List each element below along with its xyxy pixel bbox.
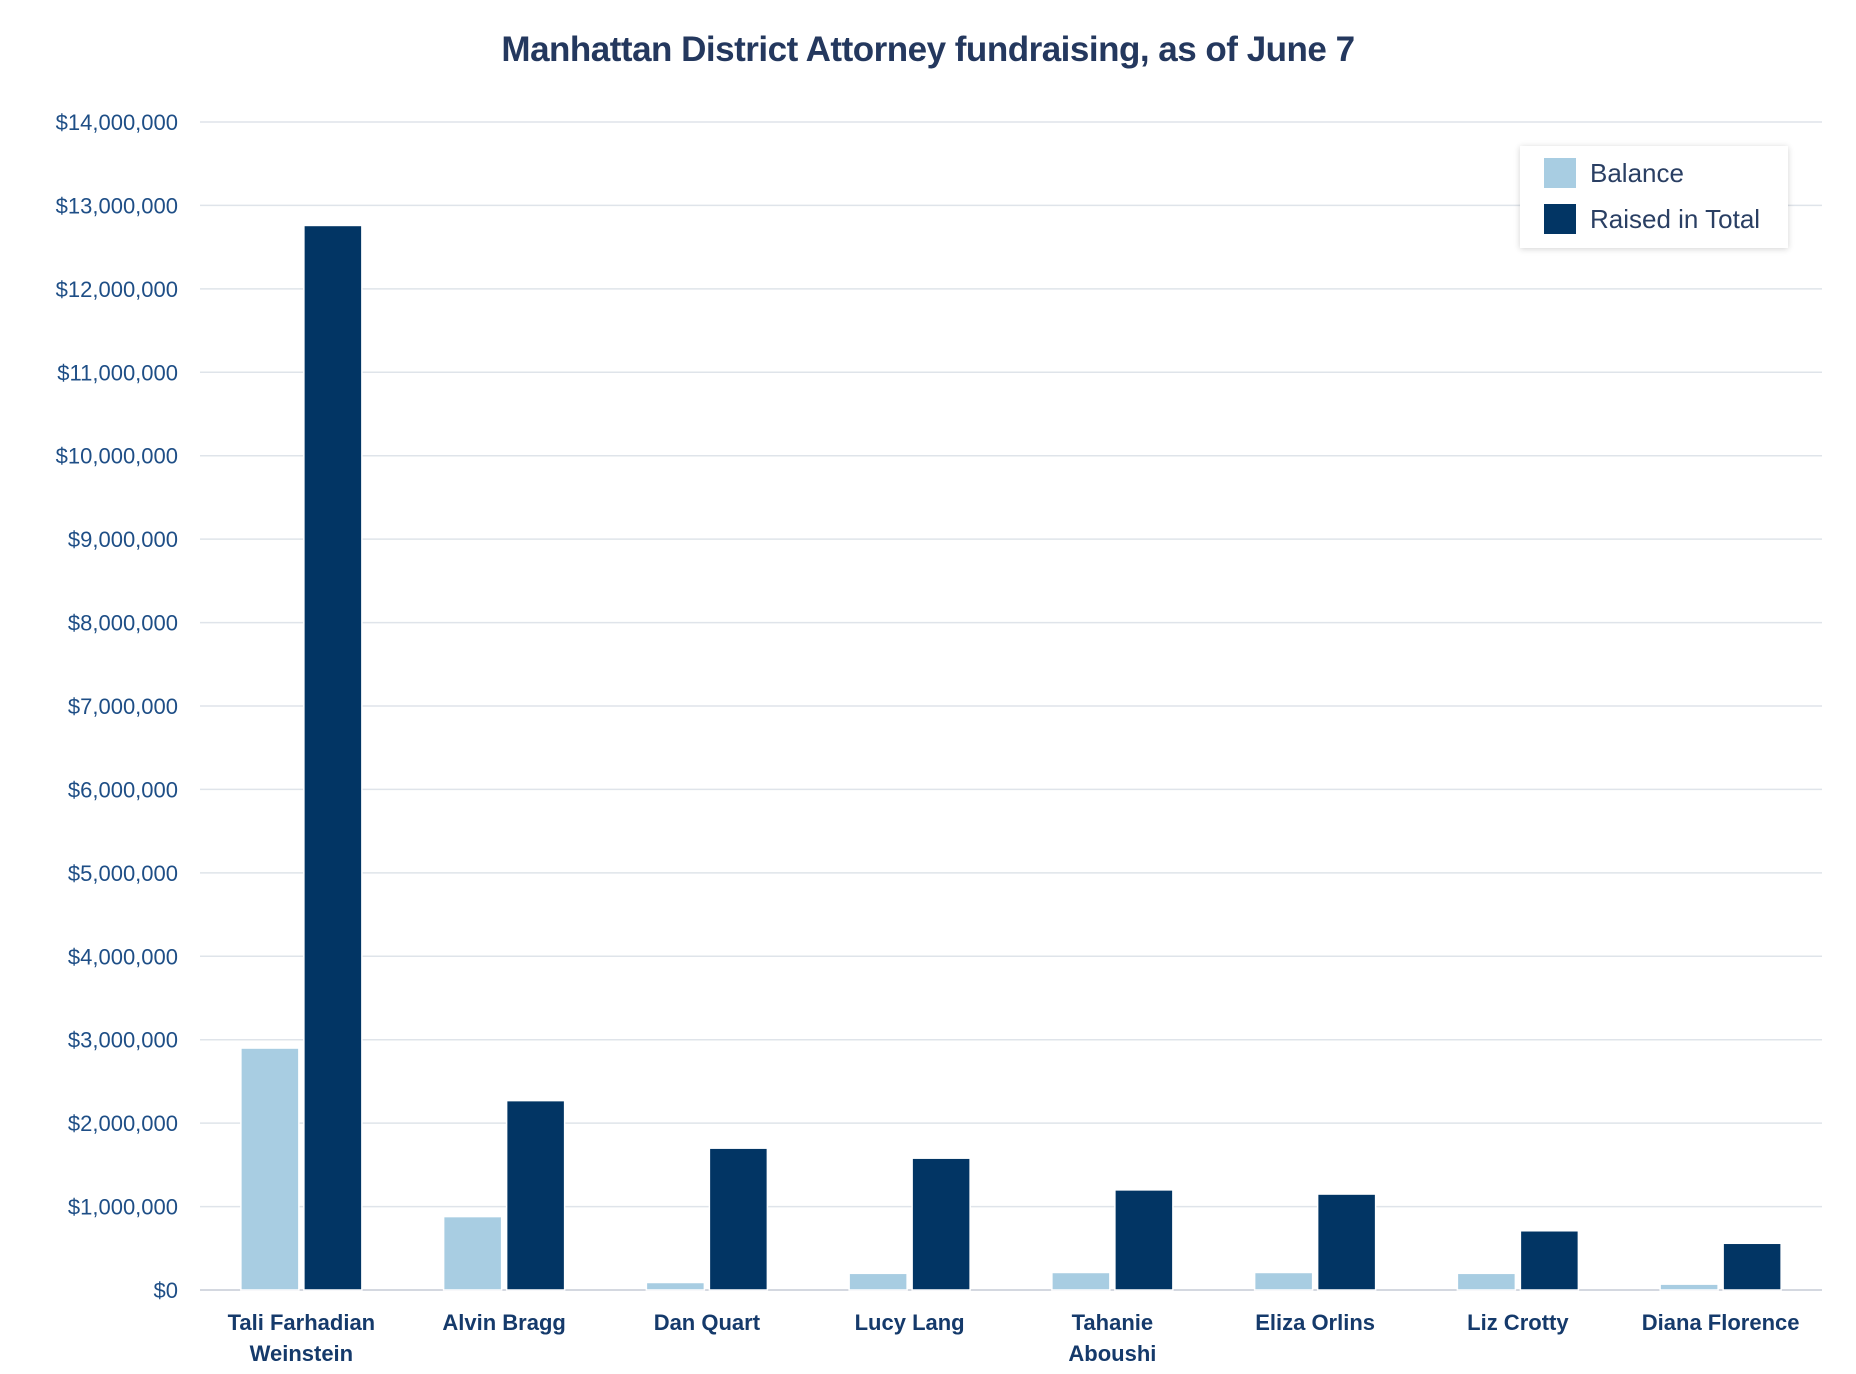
x-tick-label: Alvin Bragg (442, 1310, 565, 1335)
bar-raised-in-total (505, 1099, 566, 1291)
bar-balance (1253, 1271, 1314, 1291)
x-tick-label: Dan Quart (654, 1310, 761, 1335)
legend-label-balance: Balance (1590, 157, 1684, 188)
legend-label-raised-in-total: Raised in Total (1590, 203, 1761, 234)
y-tick-label: $14,000,000 (56, 110, 178, 135)
legend-item-balance: Balance (1544, 158, 1684, 188)
bar-balance (848, 1272, 908, 1291)
x-axis-tick-labels: Tali Farhadian Weinstein Alvin Bragg Dan Qu… (228, 1310, 1800, 1366)
bar-balance (442, 1215, 503, 1291)
bar-balance (645, 1281, 706, 1291)
x-tick-label: Diana Florence (1642, 1310, 1800, 1335)
y-tick-label: $13,000,000 (56, 193, 178, 218)
y-tick-label: $2,000,000 (68, 1111, 178, 1136)
y-tick-label: $8,000,000 (68, 611, 178, 636)
bar-raised-in-total (303, 224, 363, 1291)
y-tick-label: $6,000,000 (68, 777, 178, 802)
bar-raised-in-total (1519, 1230, 1580, 1291)
bar-balance (1051, 1271, 1111, 1291)
y-tick-label: $3,000,000 (68, 1028, 178, 1053)
y-tick-label: $7,000,000 (68, 694, 178, 719)
bar-balance (1456, 1272, 1517, 1291)
y-tick-label: $4,000,000 (68, 944, 178, 969)
y-tick-label: $0 (154, 1278, 178, 1303)
x-tick-label: Tahanie Aboushi (1068, 1310, 1156, 1366)
y-tick-label: $10,000,000 (56, 444, 178, 469)
bars (240, 224, 1782, 1291)
x-tick-label: Eliza Orlins (1255, 1310, 1375, 1335)
bar-balance (1659, 1283, 1719, 1291)
x-tick-label: Liz Crotty (1467, 1310, 1569, 1335)
y-axis-tick-labels: $0 $1,000,000 $2,000,000 $3,000,000 $4,000,0… (56, 110, 178, 1303)
bar-raised-in-total (1114, 1189, 1174, 1291)
y-tick-label: $12,000,000 (56, 277, 178, 302)
gridlines (200, 121, 1822, 1291)
bar-raised-in-total (911, 1157, 971, 1291)
y-tick-label: $11,000,000 (57, 360, 178, 385)
bar-raised-in-total (1316, 1193, 1377, 1291)
y-tick-label: $1,000,000 (68, 1195, 178, 1220)
bar-balance (240, 1047, 300, 1291)
legend-swatch-raised-in-total (1544, 204, 1576, 234)
x-tick-label: Tali Farhadian Weinstein (228, 1310, 376, 1366)
chart-title: Manhattan District Attorney fundraising,… (501, 30, 1355, 69)
legend: Balance Raised in Total (1520, 146, 1788, 248)
legend-swatch-balance (1544, 158, 1576, 188)
bar-raised-in-total (708, 1147, 769, 1291)
x-tick-label: Lucy Lang (855, 1310, 965, 1335)
y-tick-label: $5,000,000 (68, 861, 178, 886)
legend-item-raised-in-total: Raised in Total (1544, 204, 1760, 234)
y-tick-label: $9,000,000 (68, 527, 178, 552)
bar-raised-in-total (1722, 1242, 1782, 1291)
